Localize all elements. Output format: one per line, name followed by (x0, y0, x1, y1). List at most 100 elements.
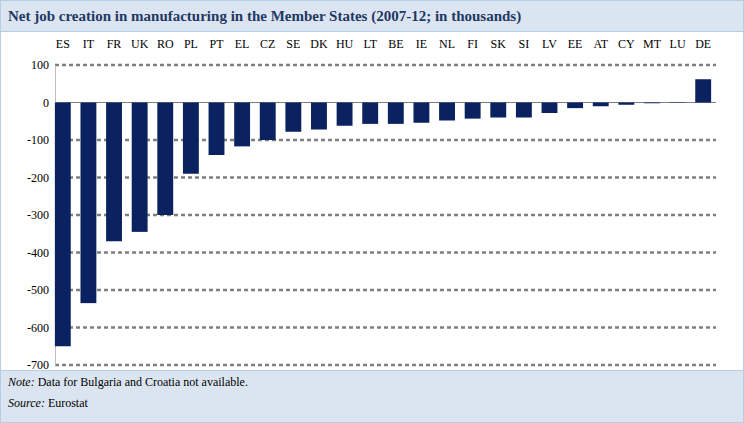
bar (80, 103, 96, 304)
y-tick: 0 (43, 96, 55, 110)
bar (260, 103, 276, 141)
x-tick-label: LT (363, 37, 377, 51)
grid-line (55, 251, 716, 254)
x-tick: EL (235, 37, 250, 54)
x-tick-label: SK (491, 37, 507, 51)
x-tick-label: UK (131, 37, 149, 51)
bar (516, 103, 532, 118)
y-tick-label: -700 (27, 358, 49, 372)
x-tick: FI (467, 37, 478, 54)
y-tick: -100 (27, 133, 55, 147)
grid-line (55, 289, 716, 292)
x-tick-label: LV (542, 37, 557, 51)
x-tick: UK (131, 37, 149, 54)
bar (311, 103, 327, 130)
x-tick-label: DE (695, 37, 711, 51)
x-tick: LT (363, 37, 377, 54)
footer-band (1, 371, 744, 423)
x-tick: EE (568, 37, 583, 54)
bar (695, 79, 711, 102)
x-tick-label: SI (519, 37, 530, 51)
x-tick: LU (670, 37, 686, 54)
grid-line (55, 176, 716, 179)
x-tick: CZ (260, 37, 275, 54)
bar (465, 103, 481, 119)
x-tick: SK (491, 37, 507, 54)
grid-line (55, 139, 716, 142)
x-tick: SE (286, 37, 300, 54)
x-tick-label: AT (593, 37, 608, 51)
bar (55, 103, 71, 347)
x-tick-label: HU (336, 37, 354, 51)
x-tick: NL (439, 37, 455, 54)
bar (490, 103, 506, 118)
x-tick-label: PT (209, 37, 224, 51)
x-tick: PT (209, 37, 224, 54)
y-tick-label: -300 (27, 208, 49, 222)
x-tick-label: BE (388, 37, 403, 51)
bar (670, 102, 686, 103)
bar (362, 103, 378, 124)
y-tick-label: -100 (27, 133, 49, 147)
bar (618, 103, 634, 105)
bar (183, 103, 199, 174)
x-tick-label: MT (643, 37, 662, 51)
bar (285, 103, 301, 132)
bar (644, 102, 660, 104)
x-tick-label: EL (235, 37, 250, 51)
y-tick: -300 (27, 208, 55, 222)
x-tick-label: IT (83, 37, 95, 51)
x-tick-label: ES (56, 37, 70, 51)
bar (337, 103, 353, 126)
x-tick-label: CY (618, 37, 635, 51)
x-tick-label: FI (467, 37, 478, 51)
y-tick: -600 (27, 321, 55, 335)
x-tick: IE (416, 37, 427, 54)
y-tick: -700 (27, 358, 55, 372)
x-tick: PL (184, 37, 198, 54)
y-tick-label: -600 (27, 321, 49, 335)
x-tick-label: PL (184, 37, 198, 51)
title-band (1, 1, 744, 32)
x-tick: ES (56, 37, 70, 54)
x-tick: LV (542, 37, 557, 54)
x-tick: AT (593, 37, 608, 54)
y-tick: -500 (27, 283, 55, 297)
note: Note: Data for Bulgaria and Croatia not … (7, 375, 248, 389)
bars (55, 79, 711, 346)
y-tick: -200 (27, 171, 55, 185)
bar (413, 103, 429, 123)
footer-text: Data for Bulgaria and Croatia not availa… (38, 375, 248, 389)
x-tick-label: EE (568, 37, 583, 51)
x-tick-label: SE (286, 37, 300, 51)
footer-label: Note: (7, 375, 35, 389)
bar (157, 103, 173, 216)
x-axis-line (51, 54, 717, 55)
chart: Net job creation in manufacturing in the… (0, 0, 744, 423)
title: Net job creation in manufacturing in the… (8, 8, 521, 25)
bar (388, 103, 404, 124)
bar (132, 103, 148, 232)
x-tick: SI (519, 37, 530, 54)
bar (542, 103, 558, 114)
bar (106, 103, 122, 242)
x-tick-label: FR (107, 37, 122, 51)
x-axis: ESITFRUKROPLPTELCZSEDKHULTBEIENLFISKSILV… (51, 37, 717, 55)
bar (567, 103, 583, 109)
x-tick-label: LU (670, 37, 686, 51)
y-axis: -700 -600 -500 -400 -300 -200 -100 0 100 (27, 58, 56, 372)
y-tick: -400 (27, 246, 55, 260)
grid-line (55, 326, 716, 329)
x-tick-label: CZ (260, 37, 275, 51)
footer-label: Source: (8, 396, 45, 410)
bar (439, 103, 455, 121)
y-tick-label: 0 (43, 96, 49, 110)
x-tick: BE (388, 37, 403, 54)
y-tick-label: 100 (31, 58, 49, 72)
y-tick-label: -400 (27, 246, 49, 260)
y-tick-label: -200 (27, 171, 49, 185)
x-tick: DE (695, 37, 711, 54)
grid-line (55, 64, 716, 67)
x-tick: IT (83, 37, 95, 54)
grid-line (55, 102, 716, 103)
